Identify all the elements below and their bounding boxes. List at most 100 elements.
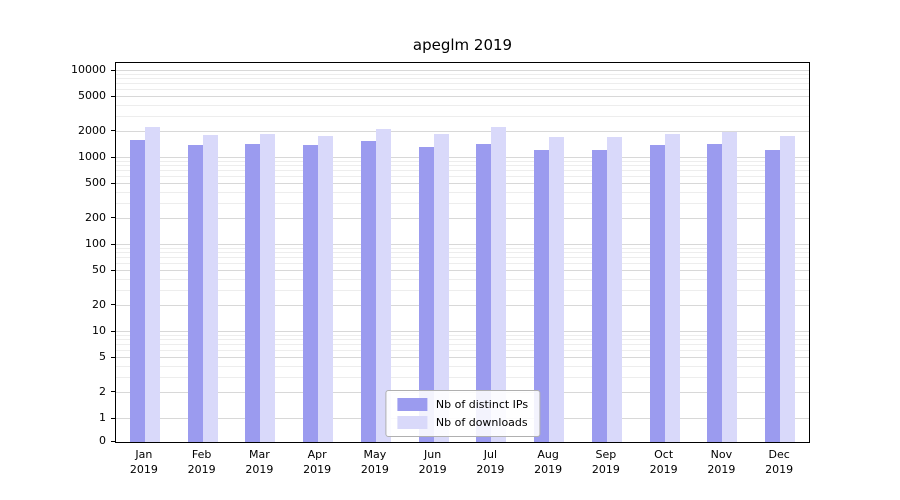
minor-gridline: [116, 73, 809, 75]
bar-downloads: [549, 136, 565, 442]
y-tick-label: 2: [99, 384, 106, 398]
minor-gridline: [116, 202, 809, 204]
x-tick-label: Jan 2019: [114, 447, 174, 477]
bar-distinct-ips: [476, 143, 492, 442]
bar-downloads: [491, 127, 507, 442]
x-month-label: Jun: [424, 448, 442, 461]
x-tick-label: Mar 2019: [229, 447, 289, 477]
y-tick-mark: [111, 182, 115, 184]
x-year-label: 2019: [303, 463, 332, 476]
y-axis-ticks: [107, 62, 115, 443]
y-tick-label: 0: [99, 434, 106, 447]
major-gridline: [116, 183, 809, 185]
minor-gridline: [116, 191, 809, 193]
y-tick-mark: [111, 356, 115, 358]
bar-distinct-ips: [765, 149, 781, 442]
y-axis-labels: 0 1 2 5 10 20 50 100 200 500 1000 2000 5000 10000: [0, 62, 106, 447]
minor-gridline: [116, 78, 809, 80]
minor-gridline: [116, 350, 809, 352]
y-tick-mark: [111, 130, 115, 132]
x-month-label: Jul: [483, 448, 498, 461]
major-gridline: [116, 96, 809, 98]
minor-gridline: [116, 278, 809, 280]
bar-distinct-ips: [303, 145, 319, 442]
minor-gridline: [116, 289, 809, 291]
major-gridline: [116, 130, 809, 132]
y-tick-mark: [111, 69, 115, 71]
x-tick-label: Feb 2019: [172, 447, 232, 477]
minor-gridline: [116, 365, 809, 367]
y-tick-mark: [111, 95, 115, 97]
y-tick-label: 10: [92, 324, 106, 337]
legend-swatch-distinct-ips: [396, 398, 427, 411]
x-month-label: Apr: [307, 448, 327, 461]
y-tick-mark: [111, 217, 115, 219]
y-tick-mark: [111, 440, 115, 442]
x-tick-label: Jul 2019: [460, 447, 520, 477]
x-year-label: 2019: [129, 463, 158, 476]
x-year-label: 2019: [187, 463, 216, 476]
y-tick-label: 1: [99, 411, 106, 424]
plot-area: Nb of distinct IPs Nb of downloads: [115, 62, 810, 443]
x-year-label: 2019: [476, 463, 505, 476]
y-tick-mark: [111, 417, 115, 419]
x-month-label: Dec: [768, 448, 790, 461]
x-year-label: 2019: [418, 463, 447, 476]
y-tick-mark: [111, 243, 115, 245]
minor-gridline: [116, 263, 809, 265]
bar-downloads: [260, 133, 276, 442]
major-gridline: [116, 304, 809, 306]
y-tick-label: 100: [85, 237, 106, 250]
minor-gridline: [116, 252, 809, 254]
x-month-label: Feb: [191, 448, 212, 461]
legend-label-distinct-ips: Nb of distinct IPs: [435, 398, 529, 411]
x-year-label: 2019: [765, 463, 794, 476]
y-tick-label: 1000: [78, 150, 106, 163]
bar-distinct-ips: [187, 145, 203, 442]
x-month-label: Nov: [710, 448, 733, 461]
y-tick-mark: [111, 330, 115, 332]
minor-gridline: [116, 339, 809, 341]
bar-distinct-ips: [418, 146, 434, 442]
x-tick-label: Jun 2019: [403, 447, 463, 477]
x-year-label: 2019: [591, 463, 620, 476]
x-tick-label: Dec 2019: [749, 447, 809, 477]
x-month-label: Oct: [654, 448, 674, 461]
major-gridline: [116, 157, 809, 158]
x-year-label: 2019: [534, 463, 563, 476]
major-gridline: [116, 331, 809, 332]
x-tick-label: May 2019: [345, 447, 405, 477]
y-tick-label: 200: [85, 210, 106, 224]
legend-item-distinct-ips: Nb of distinct IPs: [396, 398, 529, 411]
minor-gridline: [116, 344, 809, 346]
x-axis-labels: Jan 2019 Feb 2019 Mar 2019 Apr 2019 May 2019 Jun 20…: [115, 447, 810, 483]
x-year-label: 2019: [245, 463, 274, 476]
bar-downloads: [433, 133, 449, 442]
y-tick-label: 5000: [78, 89, 106, 103]
minor-gridline: [116, 376, 809, 378]
x-month-label: Aug: [537, 448, 559, 461]
y-tick-label: 20: [92, 297, 106, 311]
minor-gridline: [116, 165, 809, 167]
bar-distinct-ips: [707, 143, 723, 442]
bar-distinct-ips: [245, 143, 261, 442]
bar-downloads: [780, 135, 796, 442]
bar-distinct-ips: [591, 149, 607, 442]
y-tick-label: 10000: [71, 63, 106, 76]
y-tick-label: 500: [85, 176, 106, 190]
major-gridline: [116, 244, 809, 245]
minor-gridline: [116, 115, 809, 117]
x-tick-label: Apr 2019: [287, 447, 347, 477]
legend: Nb of distinct IPs Nb of downloads: [384, 390, 541, 437]
y-tick-label: 5: [99, 350, 106, 364]
legend-item-downloads: Nb of downloads: [396, 416, 528, 429]
x-month-label: Sep: [595, 448, 617, 461]
bar-downloads: [144, 127, 160, 442]
chart-title: apeglm 2019: [412, 36, 513, 54]
y-tick-label: 50: [92, 263, 106, 277]
x-year-label: 2019: [707, 463, 736, 476]
minor-gridline: [116, 176, 809, 178]
y-tick-mark: [111, 156, 115, 158]
bar-downloads: [375, 129, 391, 442]
